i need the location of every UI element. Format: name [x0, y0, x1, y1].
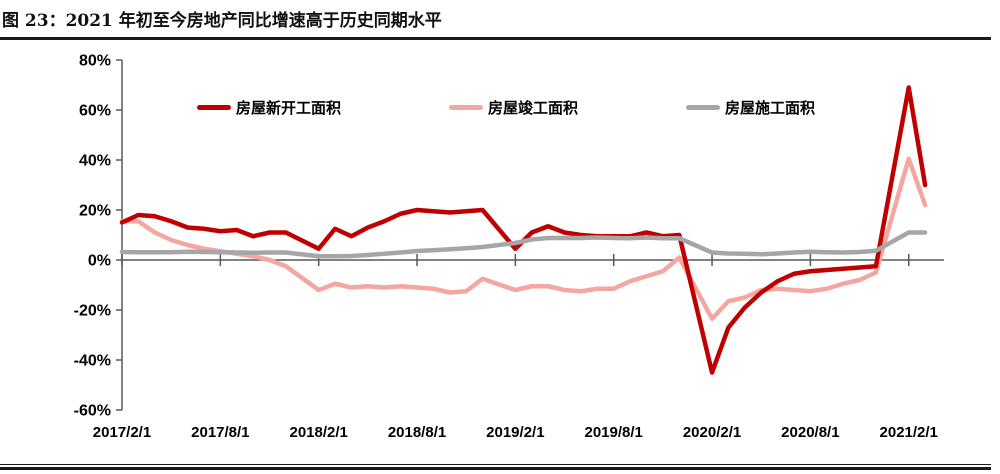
title-divider	[0, 37, 991, 40]
legend-label: 房屋施工面积	[724, 100, 815, 117]
x-axis-label: 2018/8/1	[388, 424, 446, 441]
figure-bottom-rule	[0, 464, 991, 470]
legend-label: 房屋新开工面积	[236, 100, 342, 117]
legend-item-房屋施工面积: 房屋施工面积	[685, 97, 815, 118]
y-axis-label: -60%	[74, 403, 111, 420]
x-axis-label: 2019/2/1	[486, 424, 544, 441]
legend-swatch-icon	[685, 105, 720, 110]
figure-title: 图 23：2021 年初至今房地产同比增速高于历史同期水平	[2, 11, 442, 31]
x-axis-label: 2018/2/1	[289, 424, 347, 441]
chart-legend: 房屋新开工面积 房屋竣工面积 房屋施工面积	[197, 97, 815, 118]
series-line-房屋新开工面积	[119, 85, 928, 375]
y-axis-label: -40%	[74, 353, 111, 370]
legend-swatch-icon	[448, 105, 483, 110]
x-axis-label: 2017/2/1	[93, 424, 151, 441]
legend-item-房屋竣工面积: 房屋竣工面积	[448, 97, 578, 118]
x-axis-label: 2021/2/1	[880, 424, 938, 441]
legend-item-房屋新开工面积: 房屋新开工面积	[197, 97, 341, 118]
legend-swatch-icon	[197, 105, 231, 110]
x-axis-label: 2020/2/1	[683, 424, 741, 441]
y-axis-label: -20%	[74, 303, 111, 320]
x-axis-label: 2017/8/1	[191, 424, 249, 441]
x-axis-label: 2020/8/1	[781, 424, 839, 441]
y-axis-label: 80%	[79, 53, 111, 70]
series-line-房屋竣工面积	[119, 156, 928, 321]
y-axis-label: 60%	[79, 103, 111, 120]
x-axis-label: 2019/8/1	[585, 424, 643, 441]
y-axis-label: 20%	[79, 203, 111, 220]
y-axis-label: 0%	[88, 253, 111, 270]
legend-label: 房屋竣工面积	[487, 100, 578, 117]
y-axis-label: 40%	[79, 153, 111, 170]
series-line-房屋施工面积	[119, 230, 928, 259]
